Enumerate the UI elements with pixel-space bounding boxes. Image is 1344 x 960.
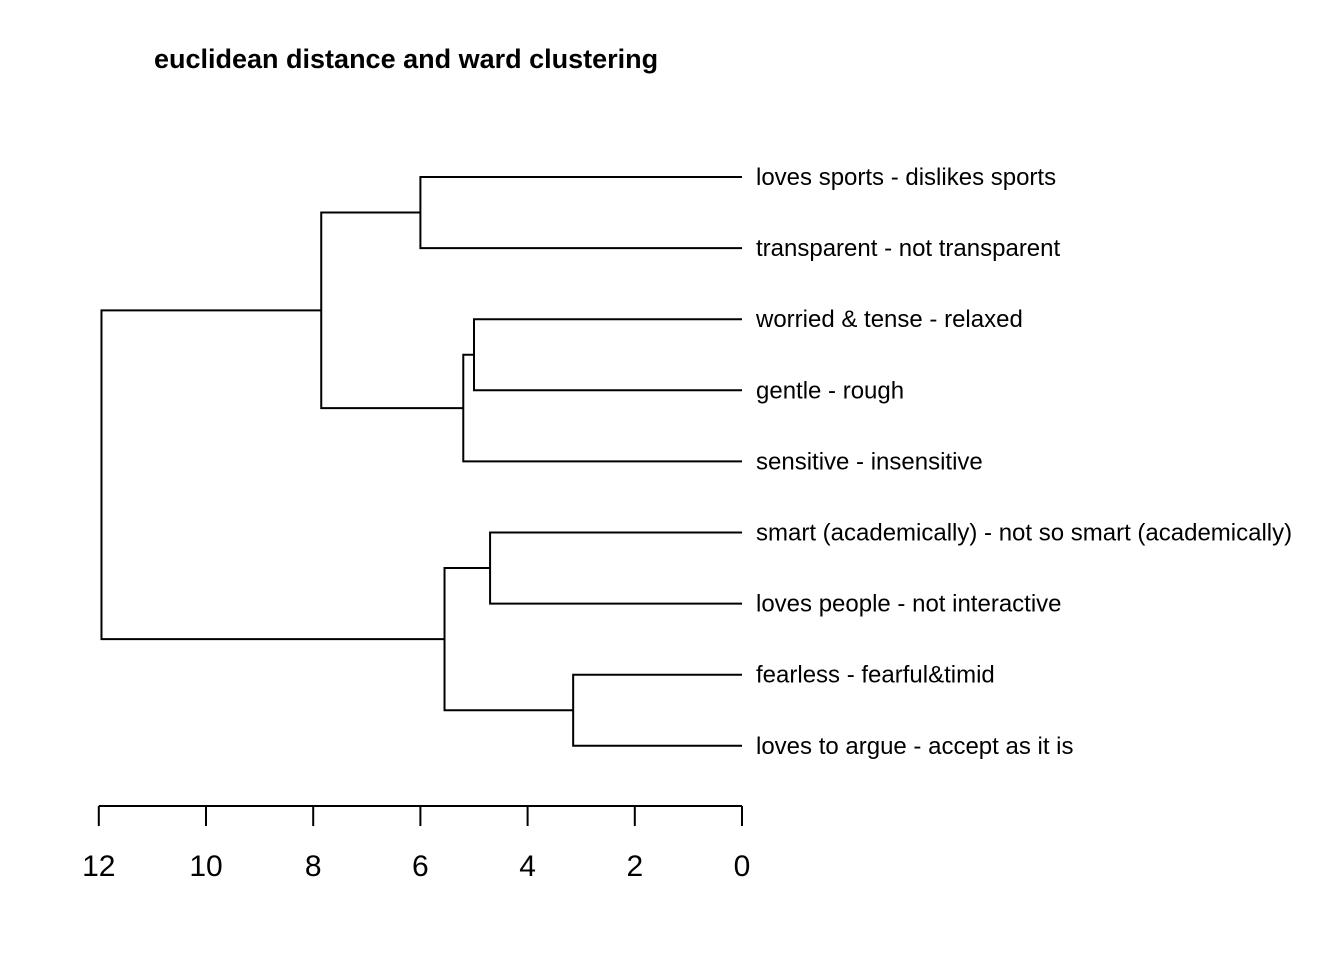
leaf-label: loves people - not interactive xyxy=(756,591,1062,618)
dendrogram-branch xyxy=(572,673,742,747)
axis-tick-label: 0 xyxy=(734,850,751,883)
dendrogram-branch xyxy=(419,176,742,250)
leaf-label: transparent - not transparent xyxy=(756,235,1061,262)
leaf-label: smart (academically) - not so smart (aca… xyxy=(756,520,1292,547)
chart-title: euclidean distance and ward clustering xyxy=(154,44,658,74)
dendrogram-branch xyxy=(443,567,574,712)
axis-tick-label: 12 xyxy=(82,850,115,883)
dendrogram-branch xyxy=(100,309,445,641)
dendrogram-branch xyxy=(489,531,742,605)
leaf-label: loves to argue - accept as it is xyxy=(756,733,1073,760)
axis-tick-label: 8 xyxy=(305,850,322,883)
leaf-label: fearless - fearful&timid xyxy=(756,662,995,689)
dendrogram-branches xyxy=(100,176,742,747)
axis-tick-label: 10 xyxy=(189,850,222,883)
leaf-label: worried & tense - relaxed xyxy=(755,306,1023,333)
leaf-label: loves sports - dislikes sports xyxy=(756,164,1056,191)
axis-tick-label: 4 xyxy=(519,850,536,883)
distance-axis: 12 10 8 6 4 2 0 xyxy=(82,805,751,883)
dendrogram-branch xyxy=(473,318,742,392)
leaf-labels: loves sports - dislikes sports transparen… xyxy=(755,164,1292,760)
axis-tick-label: 6 xyxy=(412,850,429,883)
dendrogram-branch xyxy=(462,353,742,463)
axis-tick-label: 2 xyxy=(626,850,643,883)
dendrogram-branch xyxy=(320,211,464,410)
leaf-label: gentle - rough xyxy=(756,377,904,404)
leaf-label: sensitive - insensitive xyxy=(756,448,983,475)
